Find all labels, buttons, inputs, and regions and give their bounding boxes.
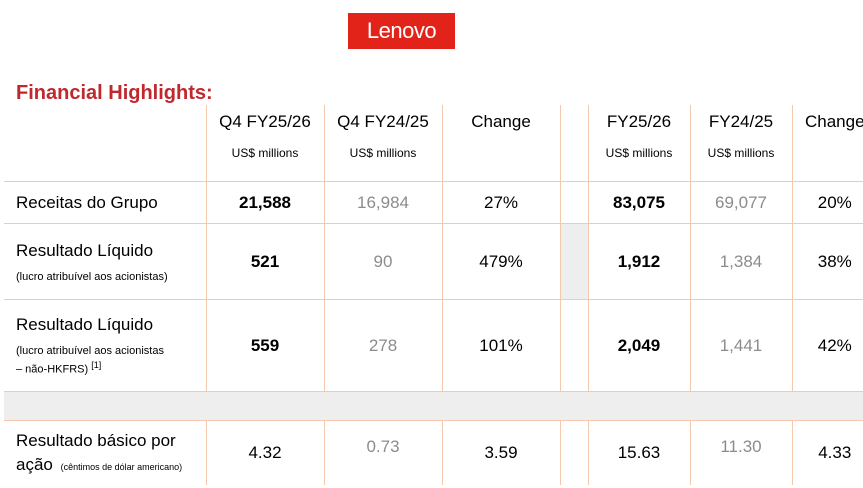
spacer-band xyxy=(4,391,863,421)
row-label: Resultado Líquido xyxy=(16,240,154,260)
row-label: Resultado básico por xyxy=(16,430,176,450)
header-unit: US$ millions xyxy=(231,146,299,160)
cell-q4-current: 4.32 xyxy=(205,420,324,485)
cell-fy-current: 83,075 xyxy=(587,181,690,224)
cell-fy-change: 38% xyxy=(791,223,863,300)
header-period: FY25/26 xyxy=(606,112,672,131)
cell-q4-change: 101% xyxy=(441,299,560,392)
header-fy-change: Change xyxy=(791,105,863,182)
cell-fy-change: 42% xyxy=(791,299,863,392)
header-period: Change xyxy=(804,112,863,131)
table-row: Receitas do Grupo 21,588 16,984 27% 83,0… xyxy=(4,181,863,224)
header-fy-current: FY25/26 US$ millions xyxy=(587,105,690,182)
cell-separator xyxy=(559,420,588,485)
cell-separator xyxy=(559,181,588,224)
financial-highlights-table: Q4 FY25/26 US$ millions Q4 FY24/25 US$ m… xyxy=(4,105,863,485)
page-title: Financial Highlights: xyxy=(16,82,213,104)
table-row: Resultado básico por ação (cêntimos de d… xyxy=(4,420,863,485)
cell-q4-current: 21,588 xyxy=(205,181,324,224)
cell-fy-current: 1,912 xyxy=(587,223,690,300)
table-row: Resultado Líquido (lucro atribuível aos … xyxy=(4,299,863,392)
cell-q4-change: 3.59 xyxy=(441,420,560,485)
cell-q4-prior: 90 xyxy=(323,223,442,300)
cell-fy-prior: 69,077 xyxy=(689,181,792,224)
row-label: Resultado Líquido xyxy=(16,315,154,335)
header-row: Q4 FY25/26 US$ millions Q4 FY24/25 US$ m… xyxy=(4,105,863,182)
cell-separator xyxy=(559,299,588,392)
cell-q4-change: 479% xyxy=(441,223,560,300)
row-label-cell: Resultado Líquido (lucro atribuível aos … xyxy=(4,299,206,392)
header-q4-change: Change xyxy=(441,105,560,182)
footnote-marker: [1] xyxy=(91,360,102,371)
header-separator xyxy=(559,105,588,182)
cell-fy-prior: 1,441 xyxy=(689,299,792,392)
row-label-cell: Resultado básico por ação (cêntimos de d… xyxy=(4,420,206,485)
header-unit: US$ millions xyxy=(707,146,775,160)
row-label: Receitas do Grupo xyxy=(4,181,206,224)
header-unit: US$ millions xyxy=(349,146,417,160)
cell-q4-prior: 16,984 xyxy=(323,181,442,224)
cell-fy-current: 2,049 xyxy=(587,299,690,392)
row-label-cell: Resultado Líquido (lucro atribuível aos … xyxy=(4,223,206,300)
row-note: (lucro atribuível aos acionistas) xyxy=(16,270,168,283)
header-empty xyxy=(4,105,206,182)
cell-q4-change: 27% xyxy=(441,181,560,224)
row-note: (cêntimos de dólar americano) xyxy=(60,461,183,472)
row-label-2: ação xyxy=(16,454,53,474)
lenovo-logo: Lenovo xyxy=(348,13,455,49)
header-unit: US$ millions xyxy=(605,146,673,160)
spacer-row xyxy=(4,391,863,421)
cell-fy-change: 4.33 xyxy=(791,420,863,485)
cell-fy-current: 15.63 xyxy=(587,420,690,485)
table-row: Resultado Líquido (lucro atribuível aos … xyxy=(4,223,863,300)
cell-q4-prior: 278 xyxy=(323,299,442,392)
cell-fy-change: 20% xyxy=(791,181,863,224)
cell-q4-prior: 0.73 xyxy=(323,420,442,485)
header-period: FY24/25 xyxy=(708,112,774,131)
header-fy-prior: FY24/25 US$ millions xyxy=(689,105,792,182)
header-period: Change xyxy=(471,112,531,131)
row-note: (lucro atribuível aos acionistas xyxy=(16,345,164,358)
row-note-2: – não-HKFRS) xyxy=(16,363,89,376)
cell-fy-prior: 11.30 xyxy=(689,420,792,485)
cell-fy-prior: 1,384 xyxy=(689,223,792,300)
header-q4-current: Q4 FY25/26 US$ millions xyxy=(205,105,324,182)
cell-q4-current: 521 xyxy=(205,223,324,300)
cell-separator xyxy=(559,223,588,300)
header-period: Q4 FY25/26 xyxy=(219,112,311,131)
cell-q4-current: 559 xyxy=(205,299,324,392)
logo-text: Lenovo xyxy=(366,18,437,43)
header-period: Q4 FY24/25 xyxy=(337,112,429,131)
header-q4-prior: Q4 FY24/25 US$ millions xyxy=(323,105,442,182)
